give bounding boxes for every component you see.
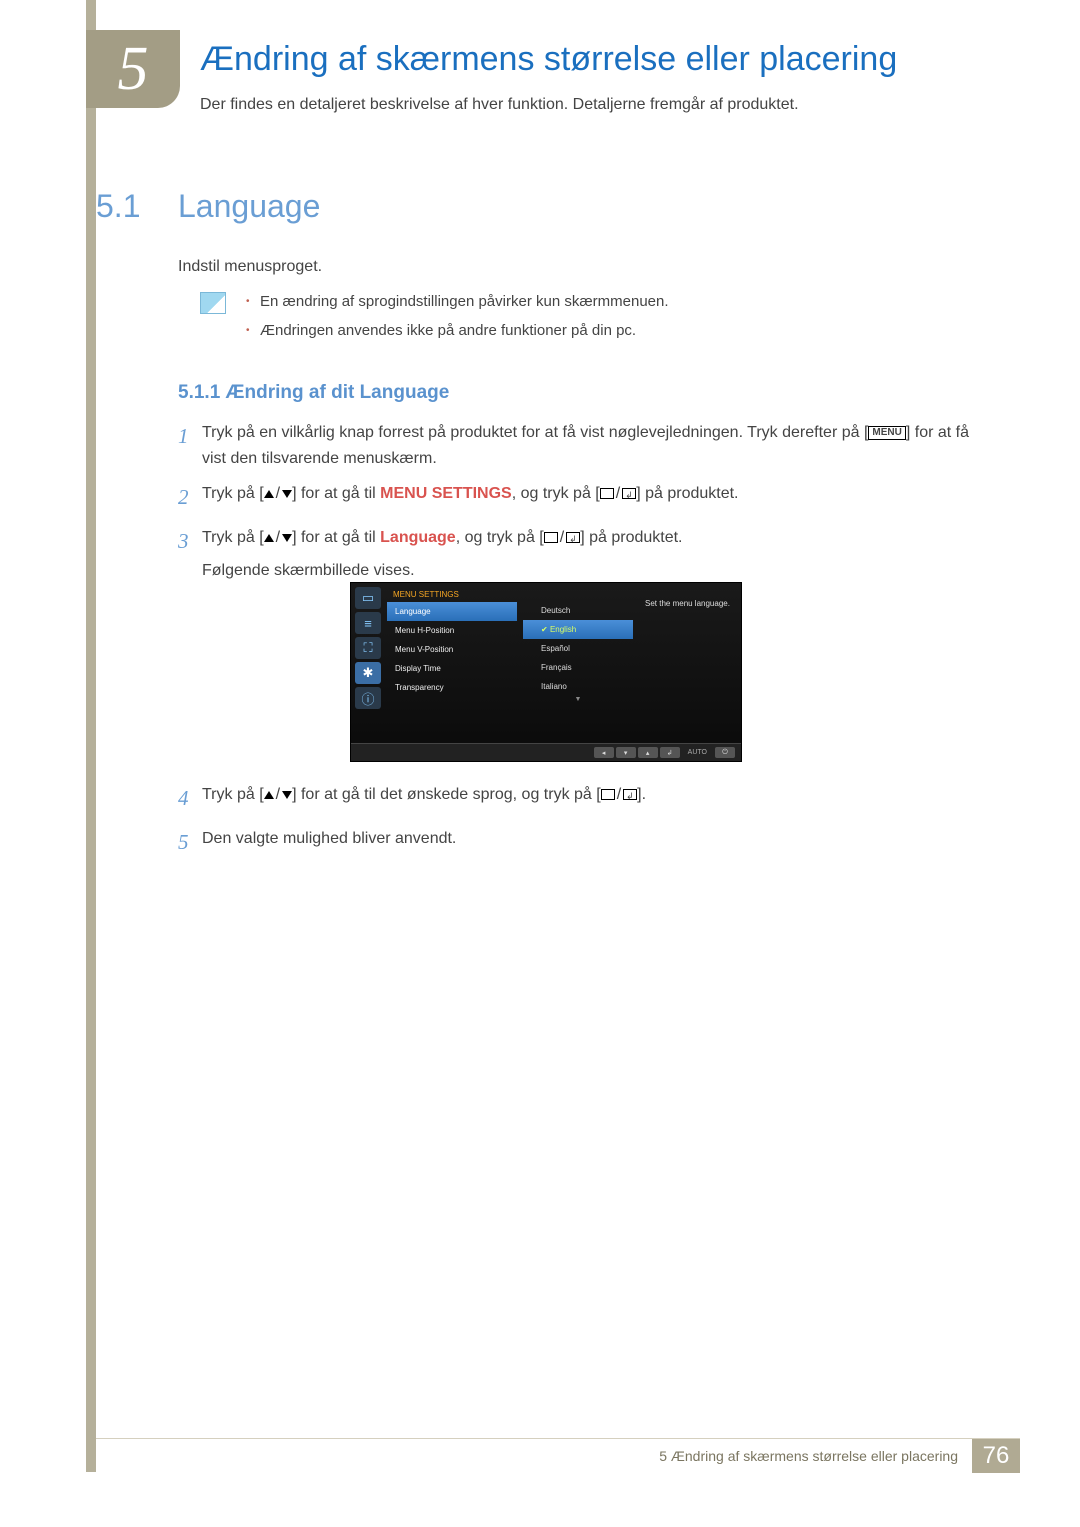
select-enter-icon: / — [601, 782, 637, 808]
subsection-title: 5.1.1 Ændring af dit Language — [178, 382, 449, 404]
chapter-subtitle: Der findes en detaljeret beskrivelse af … — [200, 96, 799, 114]
osd-button-bar: ◂ ▾ ▴ ↲ AUTO ⏻ — [351, 743, 741, 761]
step-3: 3 Tryk på [/] for at gå til Language, og… — [178, 525, 988, 584]
menu-button-icon: MENU — [868, 426, 905, 440]
osd-btn-power: ⏻ — [715, 747, 735, 758]
step-4: 4 Tryk på [/] for at gå til det ønskede … — [178, 782, 988, 816]
osd-menu-item: Language — [387, 602, 517, 621]
osd-lang-option: Español — [523, 639, 633, 658]
osd-lang-option: Français — [523, 658, 633, 677]
osd-lang-option: Italiano — [523, 677, 633, 696]
page-number: 76 — [972, 1439, 1020, 1473]
step-text: Tryk på [/] for at gå til Language, og t… — [202, 525, 988, 584]
osd-auto-label: AUTO — [682, 749, 713, 756]
osd-menu-item: Menu H-Position — [387, 621, 517, 640]
step-text: Tryk på [/] for at gå til det ønskede sp… — [202, 782, 988, 816]
step-5: 5 Den valgte mulighed bliver anvendt. — [178, 826, 988, 860]
steps-list: 1 Tryk på en vilkårlig knap forrest på p… — [178, 420, 988, 594]
osd-icon-resize: ⛶ — [355, 637, 381, 659]
left-accent-bar — [86, 0, 96, 1440]
osd-lang-option: Deutsch — [523, 601, 633, 620]
osd-screenshot: ▭ ≡ ⛶ ✱ ⓘ MENU SETTINGS Language Menu H-… — [350, 582, 742, 762]
osd-menu-panel: MENU SETTINGS Language Menu H-Position M… — [387, 587, 517, 697]
select-enter-icon: / — [600, 481, 636, 507]
osd-language-panel: Deutsch English Español Français Italian… — [523, 601, 633, 703]
section-title: Language — [178, 188, 320, 225]
page-footer: 5 Ændring af skærmens størrelse eller pl… — [86, 1438, 1020, 1472]
section-intro: Indstil menusproget. — [178, 258, 322, 276]
step-number: 4 — [178, 782, 202, 816]
osd-lang-option: English — [523, 620, 633, 639]
osd-btn-up: ▴ — [638, 747, 658, 758]
step-2: 2 Tryk på [/] for at gå til MENU SETTING… — [178, 481, 988, 515]
osd-menu-item: Display Time — [387, 659, 517, 678]
step-text: Den valgte mulighed bliver anvendt. — [202, 826, 988, 860]
note-list: En ændring af sprogindstillingen påvirke… — [246, 293, 966, 351]
osd-help-text: Set the menu language. — [645, 599, 733, 609]
step-number: 1 — [178, 420, 202, 471]
osd-btn-down: ▾ — [616, 747, 636, 758]
osd-menu-item: Transparency — [387, 678, 517, 697]
step-1: 1 Tryk på en vilkårlig knap forrest på p… — [178, 420, 988, 471]
section-number: 5.1 — [96, 188, 140, 225]
footer-text: 5 Ændring af skærmens størrelse eller pl… — [659, 1448, 958, 1464]
step-number: 2 — [178, 481, 202, 515]
osd-btn-enter: ↲ — [660, 747, 680, 758]
osd-icon-settings: ✱ — [355, 662, 381, 684]
footer-accent-bar — [86, 1438, 96, 1472]
note-item: Ændringen anvendes ikke på andre funktio… — [246, 322, 966, 339]
chapter-number-box: 5 — [86, 30, 180, 108]
step-number: 5 — [178, 826, 202, 860]
step-text: Tryk på [/] for at gå til MENU SETTINGS,… — [202, 481, 988, 515]
osd-header: MENU SETTINGS — [387, 587, 517, 602]
osd-icon-list: ≡ — [355, 612, 381, 634]
select-enter-icon: / — [544, 525, 580, 551]
osd-icon-info: ⓘ — [355, 687, 381, 709]
note-icon — [200, 292, 226, 314]
step-text: Tryk på en vilkårlig knap forrest på pro… — [202, 420, 988, 471]
note-item: En ændring af sprogindstillingen påvirke… — [246, 293, 966, 310]
osd-menu-item: Menu V-Position — [387, 640, 517, 659]
up-down-icon: / — [264, 782, 292, 808]
down-arrow-icon: ▼ — [523, 696, 633, 703]
osd-btn-left: ◂ — [594, 747, 614, 758]
step-number: 3 — [178, 525, 202, 584]
up-down-icon: / — [264, 525, 292, 551]
chapter-number: 5 — [118, 34, 149, 105]
osd-icon-display: ▭ — [355, 587, 381, 609]
steps-list-continued: 4 Tryk på [/] for at gå til det ønskede … — [178, 782, 988, 869]
chapter-title: Ændring af skærmens størrelse eller plac… — [200, 40, 897, 79]
osd-sidebar: ▭ ≡ ⛶ ✱ ⓘ — [355, 587, 383, 709]
up-down-icon: / — [264, 481, 292, 507]
